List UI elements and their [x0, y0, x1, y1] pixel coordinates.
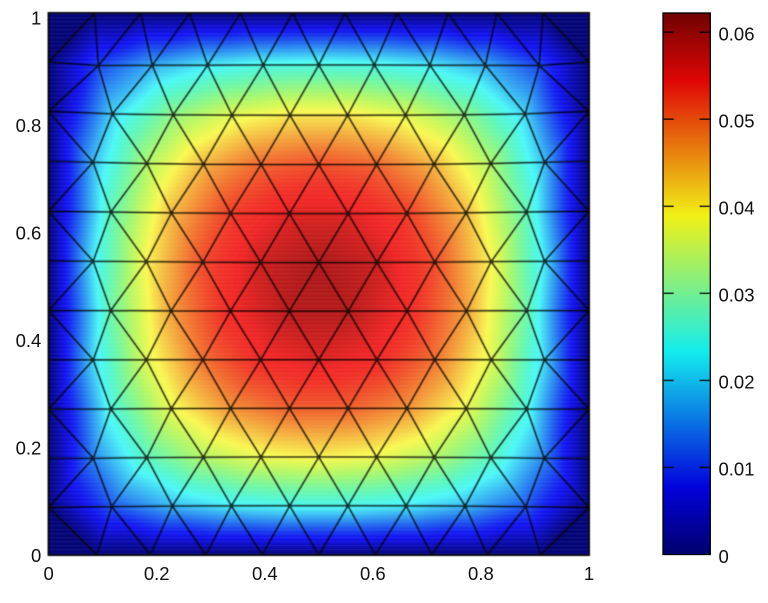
svg-text:0.06: 0.06: [719, 23, 755, 44]
svg-text:1: 1: [31, 7, 41, 28]
svg-text:0.05: 0.05: [719, 111, 755, 132]
svg-text:0.2: 0.2: [16, 437, 42, 458]
svg-text:0.4: 0.4: [16, 330, 42, 351]
svg-text:0: 0: [43, 563, 53, 584]
svg-text:0.03: 0.03: [719, 285, 755, 306]
svg-text:0.8: 0.8: [468, 563, 494, 584]
svg-text:0.01: 0.01: [719, 459, 755, 480]
svg-text:0.4: 0.4: [252, 563, 278, 584]
svg-text:0.6: 0.6: [360, 563, 386, 584]
svg-text:1: 1: [584, 563, 594, 584]
svg-text:0.2: 0.2: [144, 563, 170, 584]
svg-text:0.02: 0.02: [719, 372, 755, 393]
svg-text:0: 0: [31, 545, 41, 566]
svg-text:0.6: 0.6: [16, 222, 42, 243]
svg-text:0.04: 0.04: [719, 198, 755, 219]
svg-text:0: 0: [719, 546, 729, 567]
svg-text:0.8: 0.8: [16, 115, 42, 136]
